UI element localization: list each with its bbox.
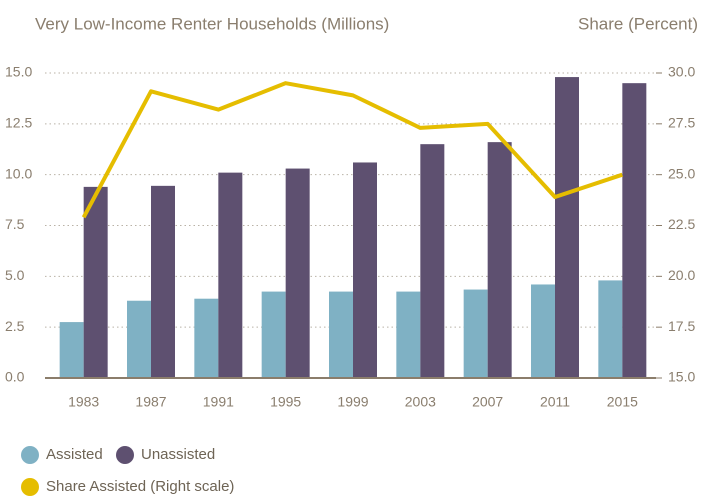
x-tick-label: 1987 [135,394,166,410]
y2-axis-title: Share (Percent) [578,14,698,33]
bar [420,144,445,378]
bar [194,298,219,378]
x-tick-label: 2007 [472,394,503,410]
legend-label: Unassisted [141,446,215,463]
bar [329,291,353,378]
bar [261,291,286,378]
legend-swatch [21,478,39,496]
bar [151,185,175,378]
x-tick-label: 1995 [270,394,301,410]
bar [487,142,512,378]
x-tick-label: 2003 [405,394,436,410]
y2-tick-label: 17.5 [668,318,695,334]
y-axis-title: Very Low-Income Renter Households (Milli… [35,14,389,33]
legend-swatch [116,446,134,464]
bar [598,280,623,378]
y-tick-label: 5.0 [5,267,25,283]
bar [285,168,310,378]
bar [555,77,579,379]
bar [83,186,108,378]
bar [622,83,647,379]
x-tick-label: 1991 [203,394,234,410]
y-tick-label: 12.5 [5,115,32,131]
legend-label: Share Assisted (Right scale) [46,478,234,495]
x-tick-label: 2015 [607,394,638,410]
y2-tick-label: 22.5 [668,216,695,232]
bar [59,322,84,378]
y2-tick-label: 20.0 [668,267,695,283]
bar [396,291,421,378]
x-tick-label: 2011 [540,394,570,410]
y-tick-label: 7.5 [5,216,25,232]
bar [218,172,243,378]
y2-tick-label: 25.0 [668,165,695,181]
bar [353,162,377,378]
x-tick-label: 1983 [68,394,99,410]
legend-label: Assisted [46,446,103,463]
legend: Assisted Unassisted Share Assisted (Right … [21,446,234,496]
bar [127,300,151,378]
y-tick-label: 0.0 [5,369,25,385]
y-tick-label: 15.0 [5,64,32,80]
x-tick-label: 1999 [337,394,368,410]
y-tick-label: 2.5 [5,318,25,334]
y2-tick-label: 15.0 [668,369,695,385]
y2-tick-label: 27.5 [668,115,695,131]
bar [531,284,555,378]
y2-tick-label: 30.0 [668,64,695,80]
share-line [81,81,623,219]
y-tick-label: 10.0 [5,165,32,181]
bar [463,289,488,378]
legend-swatch [21,446,39,464]
